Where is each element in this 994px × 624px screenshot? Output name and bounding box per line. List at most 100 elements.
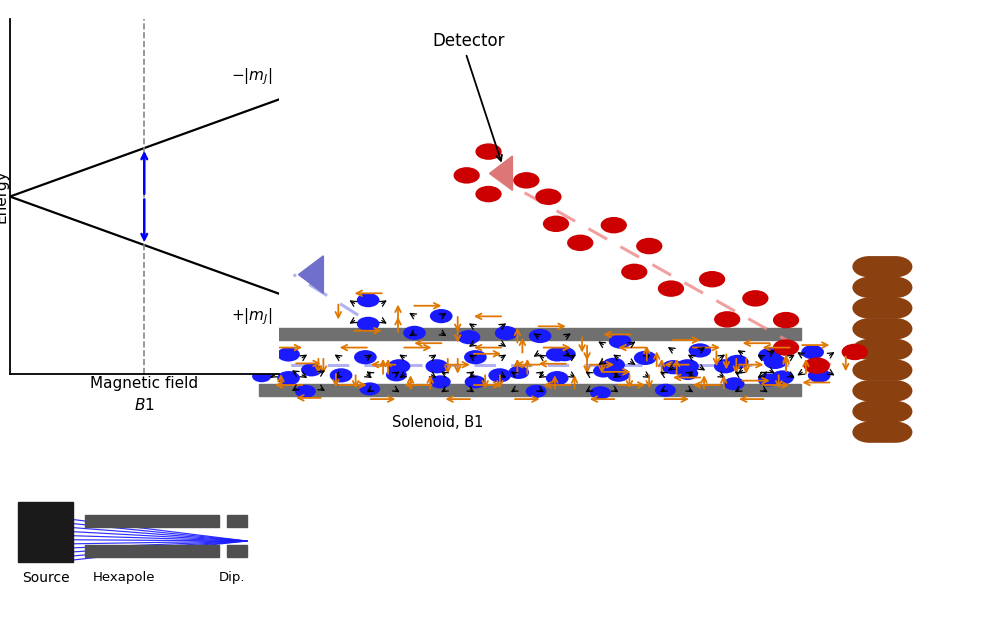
Circle shape xyxy=(803,358,829,374)
Circle shape xyxy=(865,339,899,360)
Text: $+|m_J|$: $+|m_J|$ xyxy=(231,306,272,327)
Circle shape xyxy=(543,215,569,232)
Circle shape xyxy=(608,334,631,349)
Circle shape xyxy=(878,298,911,319)
Circle shape xyxy=(858,256,892,277)
Circle shape xyxy=(852,277,886,298)
Circle shape xyxy=(871,359,905,381)
Bar xyxy=(84,545,219,557)
Circle shape xyxy=(620,263,647,280)
Circle shape xyxy=(513,172,539,188)
Circle shape xyxy=(601,358,624,372)
Text: Dip.: Dip. xyxy=(219,571,245,584)
Circle shape xyxy=(677,367,698,380)
Bar xyxy=(227,515,247,527)
Circle shape xyxy=(865,318,899,339)
Circle shape xyxy=(359,383,380,396)
Circle shape xyxy=(251,350,271,363)
Circle shape xyxy=(661,360,684,374)
Circle shape xyxy=(429,376,450,388)
Circle shape xyxy=(858,380,892,401)
Circle shape xyxy=(277,348,299,361)
Circle shape xyxy=(606,368,629,382)
Polygon shape xyxy=(298,256,323,293)
Circle shape xyxy=(757,373,778,386)
Bar xyxy=(84,515,219,527)
Circle shape xyxy=(871,422,905,443)
Circle shape xyxy=(852,422,886,443)
Circle shape xyxy=(494,326,517,340)
Circle shape xyxy=(763,355,785,369)
Circle shape xyxy=(425,359,447,373)
Circle shape xyxy=(878,256,911,277)
Circle shape xyxy=(535,188,561,205)
Circle shape xyxy=(742,290,767,306)
Circle shape xyxy=(852,401,886,422)
Circle shape xyxy=(807,368,830,383)
Circle shape xyxy=(858,339,892,360)
Circle shape xyxy=(865,256,899,277)
Circle shape xyxy=(714,311,740,328)
Circle shape xyxy=(858,422,892,443)
Circle shape xyxy=(723,378,744,391)
Circle shape xyxy=(726,355,747,369)
Circle shape xyxy=(688,343,711,358)
Circle shape xyxy=(871,380,905,401)
Circle shape xyxy=(654,384,675,397)
Text: Solenoid, B1: Solenoid, B1 xyxy=(392,415,483,430)
Circle shape xyxy=(878,339,911,360)
Circle shape xyxy=(878,422,911,443)
Circle shape xyxy=(865,380,899,401)
Circle shape xyxy=(858,318,892,339)
Circle shape xyxy=(301,363,322,376)
Circle shape xyxy=(878,318,911,339)
Circle shape xyxy=(453,167,479,183)
Circle shape xyxy=(277,371,299,385)
Circle shape xyxy=(635,238,662,255)
Circle shape xyxy=(871,339,905,360)
Circle shape xyxy=(858,401,892,422)
Circle shape xyxy=(865,298,899,319)
Circle shape xyxy=(871,298,905,319)
Circle shape xyxy=(525,385,546,398)
Circle shape xyxy=(841,344,867,360)
Circle shape xyxy=(388,359,410,373)
Circle shape xyxy=(865,401,899,422)
Circle shape xyxy=(852,380,886,401)
Circle shape xyxy=(475,186,501,202)
Circle shape xyxy=(457,330,480,344)
Bar xyxy=(227,545,247,557)
Circle shape xyxy=(546,371,568,385)
Circle shape xyxy=(464,376,485,388)
Circle shape xyxy=(878,401,911,422)
Circle shape xyxy=(871,256,905,277)
Circle shape xyxy=(357,317,379,331)
Circle shape xyxy=(600,217,626,233)
Circle shape xyxy=(852,256,886,277)
Circle shape xyxy=(858,277,892,298)
Circle shape xyxy=(488,368,511,383)
Circle shape xyxy=(878,277,911,298)
Text: $-|m_J|$: $-|m_J|$ xyxy=(231,66,272,87)
Circle shape xyxy=(878,380,911,401)
Circle shape xyxy=(772,339,798,356)
Circle shape xyxy=(865,359,899,381)
Circle shape xyxy=(698,271,725,288)
Text: Detector: Detector xyxy=(432,32,505,49)
Text: Hexapole: Hexapole xyxy=(93,571,155,584)
Circle shape xyxy=(508,366,529,379)
Circle shape xyxy=(800,345,823,359)
Circle shape xyxy=(528,329,551,343)
Circle shape xyxy=(852,359,886,381)
Circle shape xyxy=(657,280,684,297)
Bar xyxy=(258,384,800,396)
Circle shape xyxy=(676,359,698,373)
Circle shape xyxy=(714,359,736,373)
Circle shape xyxy=(553,347,576,361)
Circle shape xyxy=(589,386,610,399)
Circle shape xyxy=(386,368,407,381)
Circle shape xyxy=(871,318,905,339)
X-axis label: Magnetic field: Magnetic field xyxy=(90,376,198,391)
Circle shape xyxy=(251,370,271,383)
Bar xyxy=(258,328,800,340)
